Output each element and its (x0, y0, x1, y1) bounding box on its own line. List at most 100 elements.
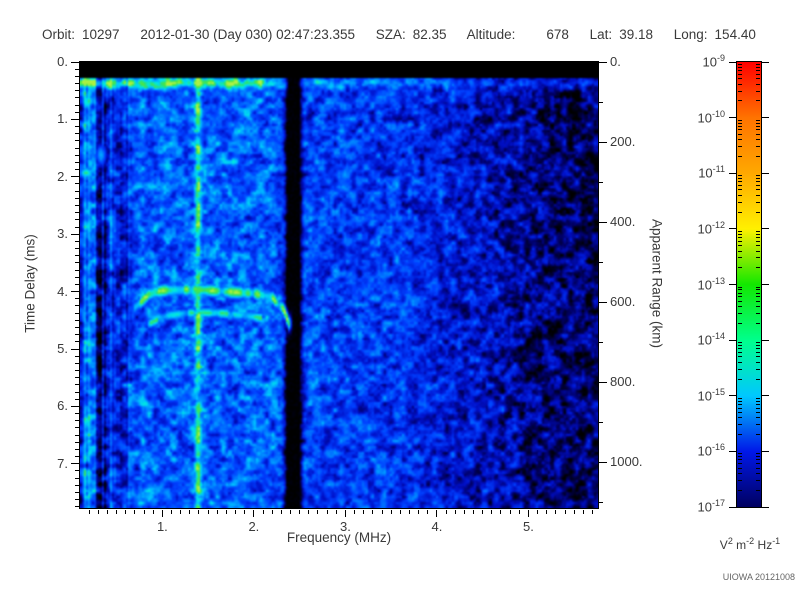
colorbar-minor-tick (738, 236, 742, 238)
x-axis-tick-label: 3. (339, 519, 351, 534)
x-axis-major-tick (527, 510, 529, 517)
x-axis-minor-tick (207, 510, 209, 514)
colorbar-minor-tick (756, 361, 760, 363)
colorbar-minor-tick (738, 489, 742, 491)
colorbar-minor-tick (756, 456, 760, 458)
colorbar-minor-tick (756, 434, 760, 436)
x-axis-minor-tick (88, 510, 90, 514)
datetime-value: 2012-01-30 (Day 030) 02:47:23.355 (140, 27, 355, 42)
colorbar-minor-tick (738, 368, 742, 370)
colorbar-tick-label: 10-15 (697, 386, 725, 404)
y-axis-tick-label: 1. (57, 111, 68, 127)
colorbar-minor-tick (738, 463, 742, 465)
y-axis-tick-label: 6. (57, 398, 68, 414)
colorbar-minor-tick (738, 201, 742, 203)
colorbar-minor-tick (738, 156, 742, 157)
x-axis-minor-tick (445, 510, 447, 514)
colorbar-major-tick (762, 117, 769, 119)
x-axis-minor-tick (125, 510, 127, 514)
y-axis-major-tick (71, 176, 79, 178)
y-axis-minor-tick (75, 298, 79, 300)
right-axis-tick-label: 400. (610, 214, 636, 229)
lat-label: Lat: (589, 27, 613, 42)
y-axis-minor-tick (75, 68, 79, 70)
y-axis-minor-tick (75, 197, 79, 199)
colorbar-major-tick (729, 339, 736, 341)
colorbar-minor-tick (756, 211, 760, 213)
right-axis-tick-label: 600. (610, 294, 636, 309)
x-axis-minor-tick (280, 510, 282, 514)
colorbar-minor-tick (738, 348, 742, 350)
right-axis-major-tick (599, 61, 607, 63)
y-axis-minor-tick (75, 240, 79, 242)
colorbar-minor-tick (738, 78, 742, 80)
colorbar-minor-tick (756, 348, 760, 350)
y-axis-minor-tick (75, 427, 79, 429)
colorbar-minor-tick (756, 185, 760, 187)
y-axis-minor-tick (75, 434, 79, 436)
orbit-label: Orbit: (42, 27, 76, 42)
colorbar-minor-tick (756, 286, 760, 288)
y-axis-title-left: Time Delay (ms) (22, 234, 38, 333)
colorbar-minor-tick (756, 424, 760, 426)
colorbar-gradient (737, 62, 761, 507)
x-axis-minor-tick (381, 510, 383, 514)
colorbar-minor-tick (756, 245, 760, 247)
x-axis-tick-label: 5. (523, 519, 534, 534)
colorbar-minor-tick (756, 230, 760, 232)
colorbar-minor-tick (738, 211, 742, 213)
orbit-value: 10297 (82, 27, 120, 42)
colorbar-minor-tick (738, 245, 742, 247)
colorbar-major-tick (729, 61, 736, 63)
colorbar-minor-tick (756, 181, 760, 183)
x-axis-minor-tick (180, 510, 182, 514)
colorbar-minor-tick (738, 403, 742, 405)
colorbar-minor-tick (738, 397, 742, 399)
right-axis-minor-tick (599, 101, 603, 103)
y-axis-major-tick (71, 405, 79, 407)
colorbar-minor-tick (756, 236, 760, 238)
x-axis-major-tick (253, 510, 255, 517)
colorbar-minor-tick (738, 73, 742, 75)
x-axis-minor-tick (399, 510, 401, 514)
colorbar-minor-tick (738, 64, 742, 66)
x-axis-minor-tick (582, 510, 584, 514)
y-axis-minor-tick (75, 420, 79, 422)
colorbar-minor-tick (738, 122, 742, 124)
x-axis-minor-tick (592, 510, 593, 514)
x-axis-minor-tick (518, 510, 520, 514)
x-axis-minor-tick (134, 510, 136, 514)
colorbar-major-tick (729, 284, 736, 285)
y-axis-minor-tick (75, 362, 79, 364)
x-axis-minor-tick (198, 510, 200, 514)
colorbar-major-tick (762, 450, 769, 452)
y-axis-tick-label: 7. (57, 455, 68, 471)
colorbar-minor-tick (756, 489, 760, 491)
colorbar-minor-tick (738, 361, 742, 363)
colorbar-major-tick (762, 506, 769, 508)
x-axis-minor-tick (106, 510, 108, 514)
x-axis-tick-label: 4. (431, 519, 443, 534)
x-axis-minor-tick (363, 510, 365, 514)
y-axis-minor-tick (75, 212, 79, 214)
colorbar-minor-tick (738, 125, 742, 127)
y-axis-minor-tick (75, 219, 79, 221)
colorbar-minor-tick (756, 133, 760, 135)
colorbar-minor-tick (756, 342, 760, 344)
colorbar-minor-tick (756, 70, 760, 72)
colorbar-minor-tick (756, 400, 760, 402)
colorbar-minor-tick (738, 146, 742, 148)
colorbar-minor-tick (738, 129, 742, 131)
x-axis-minor-tick (244, 510, 246, 514)
colorbar-minor-tick (756, 397, 760, 399)
colorbar-minor-tick (738, 70, 742, 72)
x-axis-major-tick (436, 510, 438, 517)
colorbar-minor-tick (738, 351, 742, 353)
long-label: Long: (673, 27, 708, 42)
y-axis-minor-tick (75, 255, 79, 257)
colorbar-minor-tick (738, 189, 742, 191)
x-axis-major-tick (161, 510, 163, 517)
y-axis-major-tick (71, 233, 79, 235)
colorbar-minor-tick (738, 230, 742, 232)
colorbar-minor-tick (738, 456, 742, 458)
